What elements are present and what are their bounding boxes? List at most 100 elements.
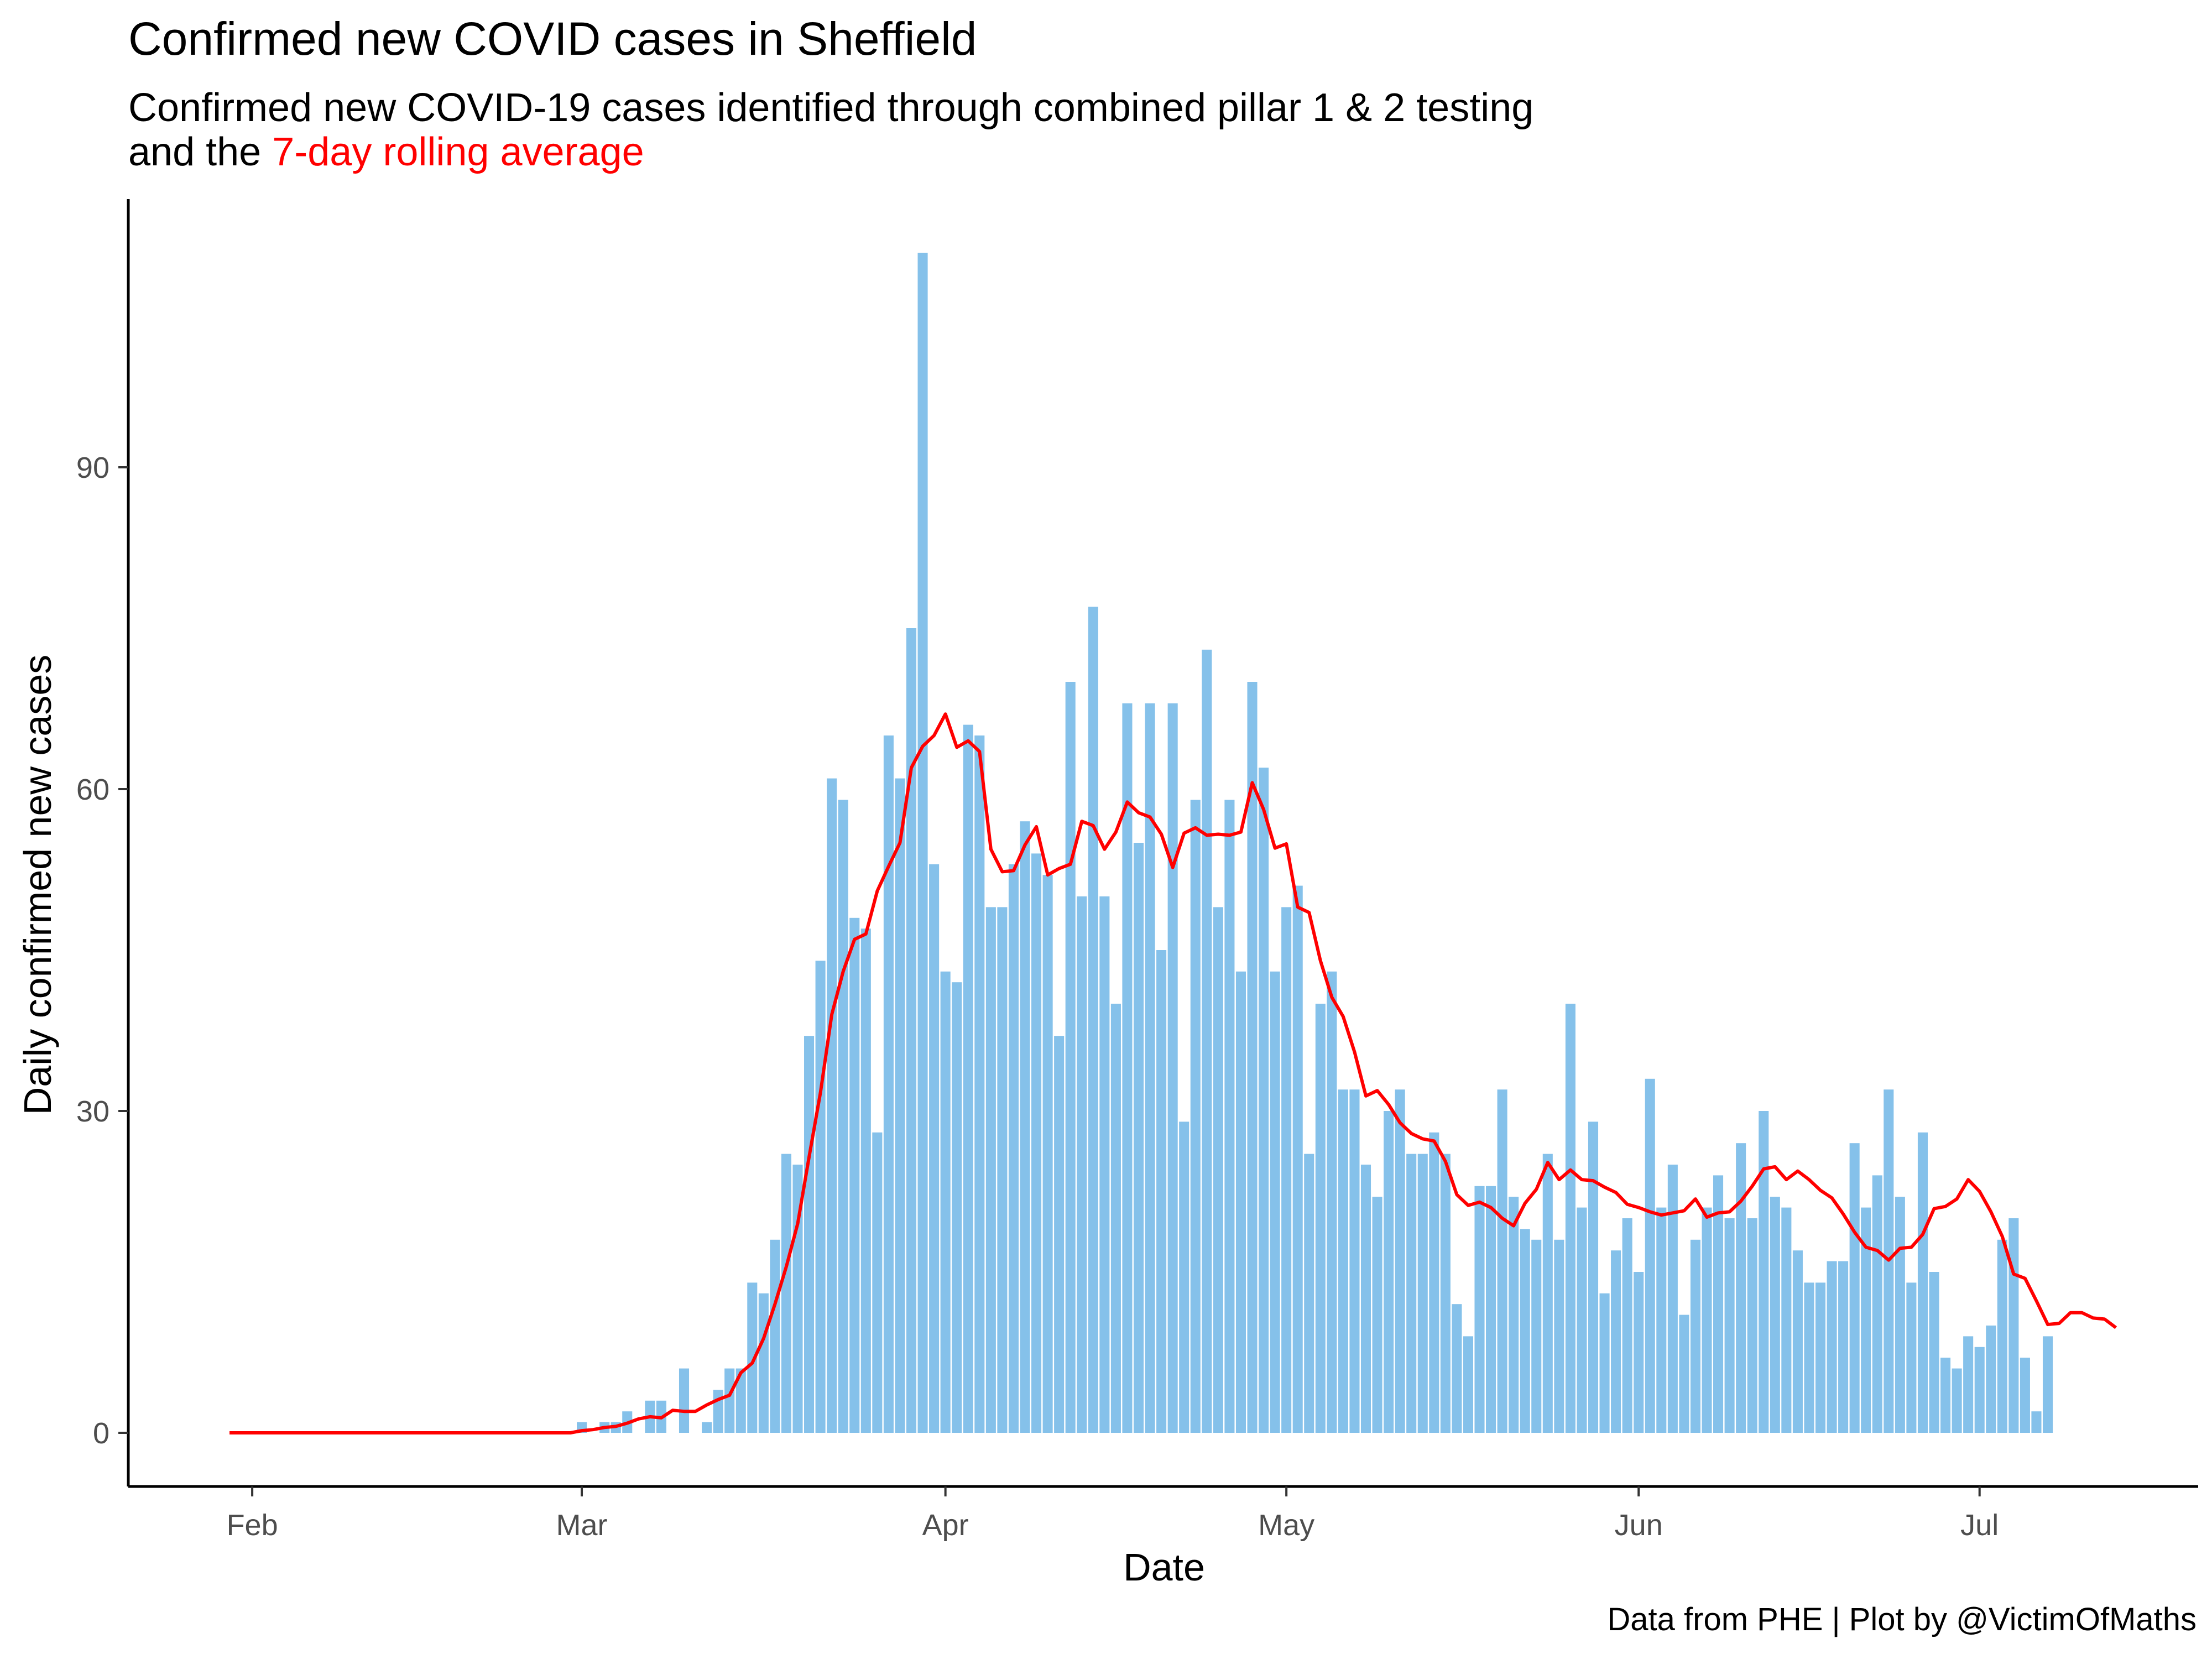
bar-day-132: [1724, 1218, 1735, 1433]
bar-day-89: [1235, 971, 1246, 1433]
bar-day-133: [1736, 1143, 1746, 1433]
bar-day-53: [827, 778, 837, 1433]
bar-day-65: [963, 724, 973, 1433]
y-tick-label: 60: [76, 773, 109, 806]
bar-day-139: [1804, 1282, 1814, 1433]
bar-day-123: [1622, 1218, 1632, 1433]
bar-day-114: [1520, 1229, 1530, 1433]
bar-day-145: [1872, 1175, 1882, 1433]
bar-day-85: [1190, 800, 1201, 1433]
bar-day-148: [1906, 1282, 1917, 1433]
bar-day-47: [758, 1293, 769, 1433]
bar-day-73: [1054, 1036, 1065, 1433]
chart-title: Confirmed new COVID cases in Sheffield: [128, 13, 977, 65]
bar-day-87: [1213, 907, 1223, 1433]
bar-day-51: [804, 1036, 815, 1433]
subtitle-line-1: Confirmed new COVID-19 cases identified …: [128, 86, 1534, 130]
rolling-average-layer: [229, 712, 2117, 1434]
bar-day-66: [974, 735, 985, 1433]
bar-day-80: [1133, 843, 1144, 1433]
bar-day-76: [1088, 607, 1098, 1433]
bar-day-111: [1486, 1186, 1496, 1433]
bar-day-88: [1224, 800, 1235, 1433]
bar-day-154: [1974, 1347, 1985, 1433]
bar-day-77: [1099, 896, 1110, 1433]
chart-subtitle: Confirmed new COVID-19 cases identified …: [128, 86, 1533, 174]
bar-day-110: [1474, 1186, 1485, 1433]
bar-day-155: [1986, 1326, 1996, 1433]
bar-day-81: [1145, 703, 1155, 1433]
bar-day-46: [747, 1282, 758, 1433]
bar-day-48: [770, 1239, 780, 1433]
bar-day-122: [1611, 1250, 1621, 1433]
bar-day-52: [815, 961, 826, 1433]
bar-day-134: [1747, 1218, 1757, 1433]
bar-day-137: [1781, 1207, 1792, 1433]
bar-day-160: [2042, 1336, 2053, 1433]
bar-day-78: [1110, 1004, 1121, 1433]
bar-day-124: [1634, 1272, 1644, 1433]
bar-day-112: [1497, 1089, 1507, 1433]
y-tick-label: 90: [76, 451, 109, 484]
bars-group: [577, 253, 2053, 1433]
bar-day-140: [1815, 1282, 1826, 1433]
bar-day-58: [883, 735, 894, 1433]
y-tick-label: 30: [76, 1095, 109, 1128]
bar-day-63: [940, 971, 951, 1433]
bar-day-118: [1565, 1004, 1575, 1433]
subtitle-line-2-prefix: and the: [128, 130, 273, 174]
bar-day-55: [849, 917, 860, 1433]
x-tick-label: Jul: [1960, 1509, 1999, 1542]
bar-day-115: [1531, 1239, 1542, 1433]
bar-day-62: [929, 864, 940, 1433]
bar-day-40: [679, 1368, 690, 1433]
bar-day-131: [1713, 1175, 1724, 1433]
bar-day-97: [1327, 971, 1337, 1433]
bar-day-109: [1463, 1336, 1473, 1433]
x-axis-title: Date: [1123, 1546, 1205, 1589]
bar-day-61: [917, 253, 928, 1433]
bar-day-103: [1395, 1089, 1405, 1433]
bar-day-70: [1020, 821, 1030, 1433]
bar-day-60: [906, 628, 917, 1433]
bar-day-106: [1429, 1132, 1439, 1433]
bar-day-147: [1895, 1197, 1905, 1433]
bar-day-99: [1349, 1089, 1360, 1433]
bar-day-82: [1156, 950, 1167, 1433]
bar-day-84: [1179, 1121, 1190, 1433]
bar-day-121: [1599, 1293, 1610, 1433]
bar-day-144: [1861, 1207, 1871, 1433]
bar-day-75: [1077, 896, 1087, 1433]
axes-group: 0 30 60 90 Feb Mar Apr May Jun Jul: [76, 199, 2198, 1542]
bar-day-159: [2031, 1411, 2042, 1433]
bar-day-119: [1577, 1207, 1587, 1433]
bar-day-90: [1247, 682, 1258, 1433]
bar-day-69: [1008, 864, 1019, 1433]
bar-day-157: [2008, 1218, 2019, 1433]
bar-day-86: [1202, 649, 1212, 1433]
bar-day-141: [1827, 1261, 1837, 1433]
bar-day-42: [702, 1422, 712, 1433]
bar-day-67: [985, 907, 996, 1433]
bar-day-59: [895, 778, 905, 1433]
x-tick-label: Feb: [227, 1509, 278, 1542]
y-axis-title: Daily confirmed new cases: [16, 655, 59, 1115]
subtitle-line-2: and the 7-day rolling average: [128, 130, 1533, 174]
bar-day-44: [724, 1368, 735, 1433]
bar-day-135: [1759, 1111, 1769, 1433]
bar-day-45: [735, 1368, 746, 1433]
bar-day-116: [1542, 1154, 1553, 1433]
bar-day-49: [781, 1154, 791, 1433]
bar-day-98: [1338, 1089, 1348, 1433]
bar-day-79: [1122, 703, 1133, 1433]
bar-day-125: [1645, 1078, 1655, 1433]
bar-day-151: [1940, 1358, 1951, 1433]
bar-day-72: [1042, 875, 1053, 1433]
bar-day-95: [1304, 1154, 1314, 1433]
bar-day-92: [1270, 971, 1280, 1433]
bar-day-94: [1292, 885, 1303, 1433]
bar-day-120: [1588, 1121, 1599, 1433]
bar-day-117: [1554, 1239, 1564, 1433]
bar-day-158: [2020, 1358, 2030, 1433]
